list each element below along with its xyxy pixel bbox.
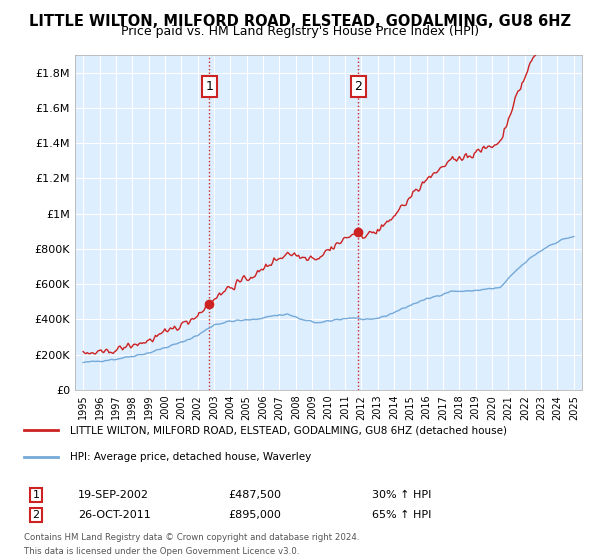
Text: 19-SEP-2002: 19-SEP-2002 (78, 490, 149, 500)
Text: £487,500: £487,500 (228, 490, 281, 500)
Text: Contains HM Land Registry data © Crown copyright and database right 2024.: Contains HM Land Registry data © Crown c… (24, 534, 359, 543)
Text: HPI: Average price, detached house, Waverley: HPI: Average price, detached house, Wave… (70, 451, 311, 461)
Text: 1: 1 (32, 490, 40, 500)
Text: Price paid vs. HM Land Registry's House Price Index (HPI): Price paid vs. HM Land Registry's House … (121, 25, 479, 38)
Text: 2: 2 (32, 510, 40, 520)
Text: 1: 1 (205, 80, 214, 93)
Text: 30% ↑ HPI: 30% ↑ HPI (372, 490, 431, 500)
Text: LITTLE WILTON, MILFORD ROAD, ELSTEAD, GODALMING, GU8 6HZ: LITTLE WILTON, MILFORD ROAD, ELSTEAD, GO… (29, 14, 571, 29)
Text: LITTLE WILTON, MILFORD ROAD, ELSTEAD, GODALMING, GU8 6HZ (detached house): LITTLE WILTON, MILFORD ROAD, ELSTEAD, GO… (70, 426, 506, 435)
Text: This data is licensed under the Open Government Licence v3.0.: This data is licensed under the Open Gov… (24, 547, 299, 556)
Text: £895,000: £895,000 (228, 510, 281, 520)
Text: 65% ↑ HPI: 65% ↑ HPI (372, 510, 431, 520)
Text: 2: 2 (355, 80, 362, 93)
Text: 26-OCT-2011: 26-OCT-2011 (78, 510, 151, 520)
